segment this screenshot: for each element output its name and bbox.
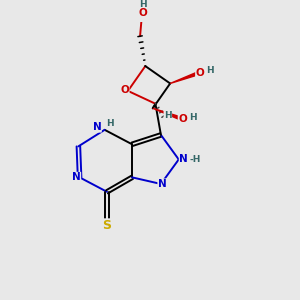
Text: O: O [120, 85, 129, 94]
Text: H: H [206, 66, 214, 75]
Polygon shape [170, 72, 199, 83]
Text: N: N [93, 122, 101, 132]
Text: H: H [139, 0, 147, 9]
Text: H: H [189, 113, 196, 122]
Text: N: N [179, 154, 188, 164]
Text: H: H [106, 119, 113, 128]
Text: N: N [72, 172, 81, 182]
Text: -H: -H [189, 155, 200, 164]
Text: H: H [164, 111, 172, 120]
Text: O: O [178, 114, 187, 124]
Text: O: O [196, 68, 204, 78]
Text: S: S [103, 219, 112, 232]
Polygon shape [153, 108, 182, 120]
Text: N: N [158, 179, 167, 189]
Text: O: O [139, 8, 147, 18]
